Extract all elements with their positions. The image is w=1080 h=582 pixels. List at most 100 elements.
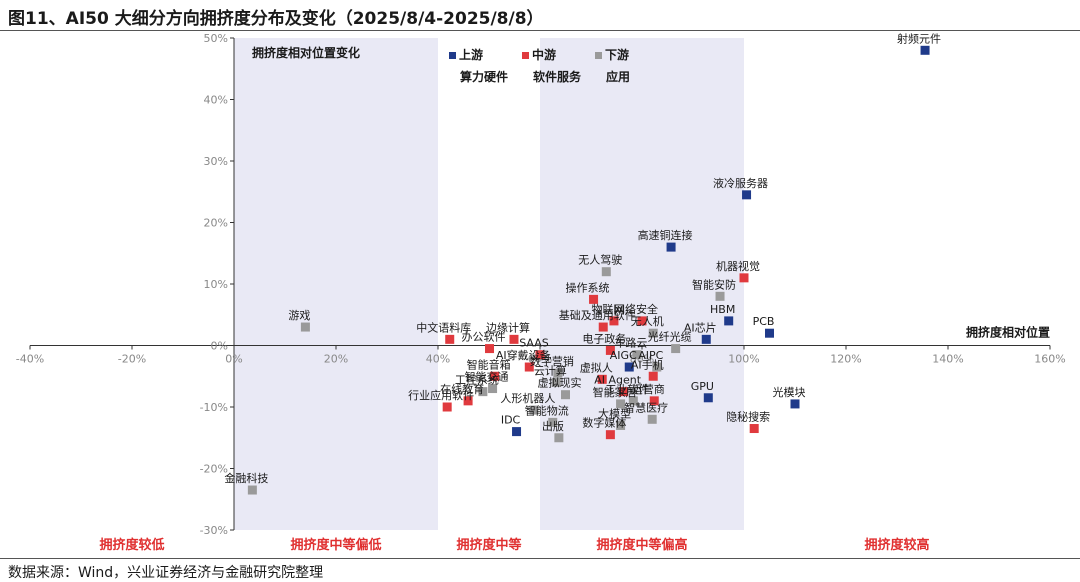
point-label: 在线教育 xyxy=(440,382,484,396)
x-tick-label: 120% xyxy=(830,353,861,366)
y-tick-label: 20% xyxy=(204,217,228,230)
y-tick-label: -10% xyxy=(200,401,228,414)
x-tick-label: -40% xyxy=(16,353,44,366)
point-label: 办公软件 xyxy=(462,330,506,344)
point-label: 虚拟人 xyxy=(580,360,613,374)
chart-title: 拥挤度相对位置变化 xyxy=(252,45,360,60)
y-tick-label: -20% xyxy=(200,463,228,476)
point-label: 车路云 xyxy=(614,336,647,350)
data-points xyxy=(247,45,930,495)
point-label: 网络安全 xyxy=(614,302,658,316)
point-label: 基础及通用软件 xyxy=(559,308,636,322)
title-divider xyxy=(0,30,1080,31)
shaded-band xyxy=(234,38,438,530)
legend-name: 下游 xyxy=(605,47,629,62)
data-point xyxy=(715,291,725,301)
point-label: 智能物流 xyxy=(525,403,569,417)
data-point xyxy=(548,417,558,427)
point-label: 智慧医疗 xyxy=(624,400,668,414)
zone-labels: 拥挤度较低 拥挤度中等偏低 拥挤度中等 拥挤度中等偏高 拥挤度较高 xyxy=(99,537,929,553)
point-label: 射频元件 xyxy=(897,31,941,45)
zone-label: 拥挤度中等偏高 xyxy=(596,537,687,553)
y-tick-label: 10% xyxy=(204,278,228,291)
y-tick-label: 50% xyxy=(204,32,228,45)
x-tick-label: 100% xyxy=(728,353,759,366)
point-label: 智能安防 xyxy=(692,277,736,291)
data-point xyxy=(724,316,734,326)
legend-swatch xyxy=(449,52,456,59)
point-label: AI穿戴设备 xyxy=(496,348,551,362)
point-label: 工控系统 xyxy=(455,373,499,387)
point-label: AIGC xyxy=(610,349,637,362)
data-point xyxy=(442,402,452,412)
data-point xyxy=(605,345,615,355)
zone-label: 拥挤度较高 xyxy=(864,537,929,553)
zone-label: 拥挤度较低 xyxy=(99,537,164,553)
data-point xyxy=(463,396,473,406)
point-label: AI手机 xyxy=(631,357,664,371)
figure-title: 图11、AI50 大细分方向拥挤度分布及变化（2025/8/4-2025/8/8… xyxy=(8,9,544,29)
y-tick-label: 40% xyxy=(204,94,228,107)
data-point xyxy=(648,371,658,381)
point-label: 光纤光缆 xyxy=(648,330,692,344)
data-point xyxy=(742,190,752,200)
data-point xyxy=(589,294,599,304)
data-point xyxy=(561,390,570,400)
x-tick-label: 160% xyxy=(1034,353,1065,366)
point-label: 无人机 xyxy=(631,314,664,328)
data-point xyxy=(553,368,563,378)
data-point xyxy=(478,387,488,397)
data-point xyxy=(490,371,500,381)
data-point xyxy=(790,399,800,409)
data-point xyxy=(749,424,759,434)
point-label: 智能交通 xyxy=(465,370,509,384)
data-point xyxy=(637,316,647,326)
zone-label: 拥挤度中等 xyxy=(456,537,521,553)
legend-name: 中游 xyxy=(532,47,556,62)
data-point xyxy=(616,399,626,409)
point-label: PCB xyxy=(753,315,775,328)
point-label: AIPC xyxy=(638,349,663,362)
point-label: 无人驾驶 xyxy=(578,253,622,267)
x-tick-label: 40% xyxy=(426,353,450,366)
point-label: 电子政务 xyxy=(582,331,626,345)
point-label: 出版 xyxy=(542,419,564,433)
y-tick-label: 30% xyxy=(204,155,228,168)
point-label: 工业软件 xyxy=(605,382,649,396)
x-tick-label: 0% xyxy=(225,353,242,366)
data-point xyxy=(739,273,749,283)
data-point xyxy=(616,420,626,430)
point-label: 操作系统 xyxy=(566,280,610,294)
data-point xyxy=(488,384,498,394)
point-label: 人形机器人 xyxy=(500,391,555,405)
data-point xyxy=(701,334,711,344)
point-label: 隐秘搜索 xyxy=(726,410,770,424)
data-point xyxy=(647,414,657,424)
data-point xyxy=(247,485,257,495)
point-label: 物联网 xyxy=(591,302,624,316)
data-point xyxy=(624,362,634,372)
data-point xyxy=(605,430,615,440)
point-label: 虚拟现实 xyxy=(538,376,582,390)
point-label: AI Agent xyxy=(594,374,642,387)
legend-subtitle: 算力硬件 xyxy=(460,69,508,84)
point-label: 边缘计算 xyxy=(486,320,530,334)
shaded-band xyxy=(540,38,744,530)
data-point xyxy=(671,344,681,354)
zone-label: 拥挤度中等偏低 xyxy=(290,537,381,553)
data-point xyxy=(524,362,534,372)
data-point xyxy=(509,334,519,344)
point-label: 光模块 xyxy=(773,385,806,399)
point-label: 机器视觉 xyxy=(716,259,760,273)
legend-name: 上游 xyxy=(459,47,483,62)
data-point xyxy=(666,242,676,252)
data-point xyxy=(551,377,561,387)
data-point xyxy=(920,45,930,55)
data-point xyxy=(535,350,545,360)
data-point xyxy=(649,396,659,406)
point-label: 大模型 xyxy=(598,406,631,420)
legend-subtitle: 软件服务 xyxy=(533,69,582,84)
point-label: 高速铜连接 xyxy=(638,228,693,242)
point-label: HBM xyxy=(710,303,735,316)
x-tick-label: 20% xyxy=(324,353,348,366)
